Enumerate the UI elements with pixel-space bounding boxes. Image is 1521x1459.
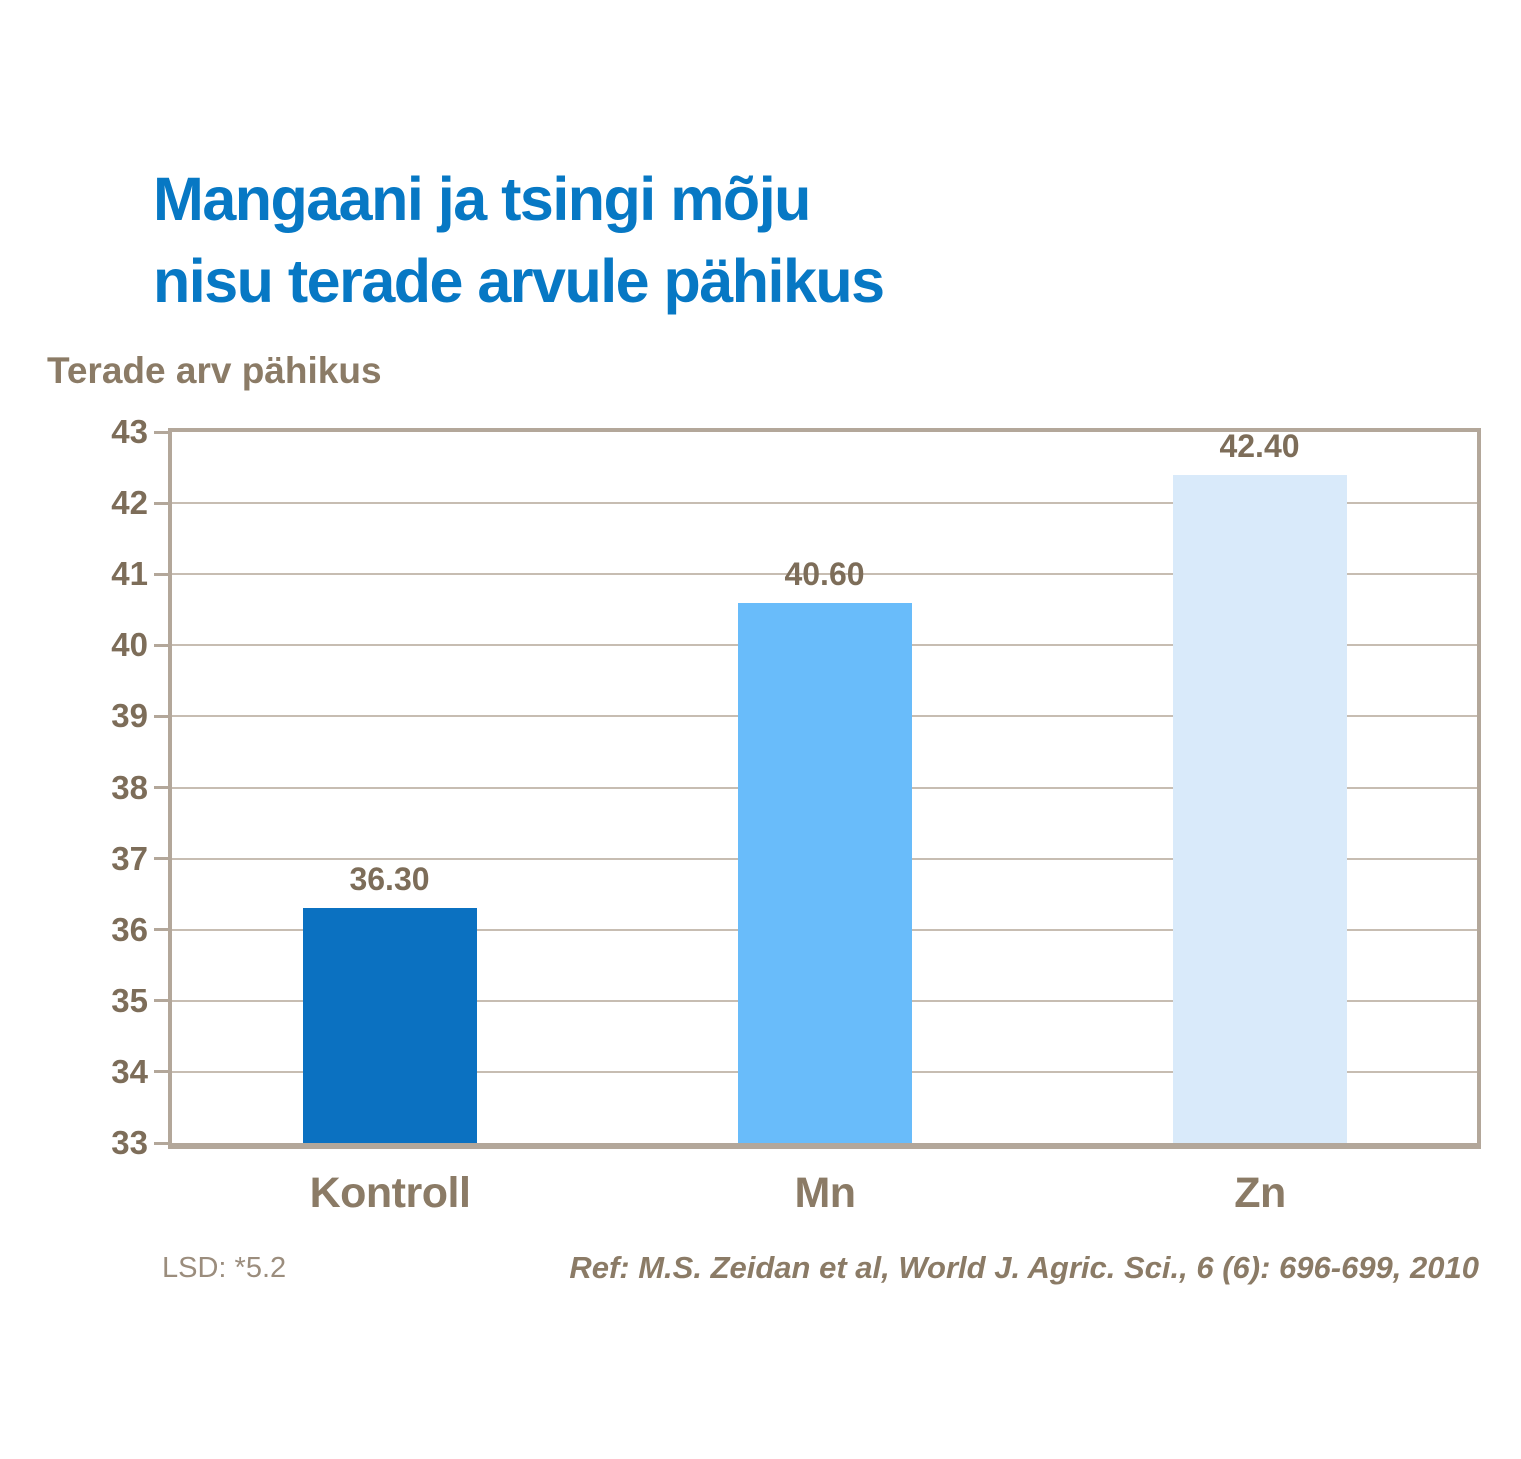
gridline [172,502,1477,505]
y-tick-label: 33 [111,1124,148,1161]
chart-title-line2: nisu terade arvule pähikus [153,247,885,315]
y-axis-tick [154,1070,168,1074]
y-axis-tick [154,643,168,647]
y-tick-label: 39 [111,697,148,735]
x-category-label: Zn [1234,1169,1286,1217]
y-tick-label: 36 [111,910,148,948]
bar [1172,474,1347,1143]
x-category-label: Mn [794,1169,856,1217]
bar [737,602,912,1143]
y-axis-tick [154,1141,168,1145]
y-axis-tick [154,857,168,861]
plot-area: 36.30 40.60 42.40 [168,428,1481,1149]
reference-citation: Ref: M.S. Zeidan et al, World J. Agric. … [569,1250,1479,1285]
chart-title: Mangaani ja tsingi mõju nisu terade arvu… [153,158,885,322]
y-tick-label: 42 [111,484,148,522]
y-tick-label: 38 [111,768,148,806]
y-axis-tick [154,928,168,932]
lsd-note: LSD: *5.2 [162,1252,287,1284]
y-tick-label: 37 [111,839,148,877]
x-category-label: Kontroll [309,1169,471,1217]
y-axis-tick [154,430,168,434]
y-axis-tick [154,572,168,576]
y-tick-label: 41 [111,555,148,593]
gridline [172,573,1477,576]
y-axis-tick [154,786,168,789]
bar-value-label: 36.30 [349,861,430,898]
bar-value-label: 42.40 [1219,427,1300,464]
y-tick-label: 43 [111,413,148,450]
y-axis-title: Terade arv pähikus [47,350,382,391]
bar-value-label: 40.60 [784,555,865,592]
y-tick-label: 34 [111,1052,148,1090]
y-axis-tick [154,999,168,1003]
y-axis-tick [154,501,168,505]
y-tick-label: 40 [111,626,148,664]
chart-title-line1: Mangaani ja tsingi mõju [153,165,811,233]
y-tick-label: 35 [111,981,148,1019]
y-axis-tick [154,714,168,718]
bar [302,908,477,1143]
